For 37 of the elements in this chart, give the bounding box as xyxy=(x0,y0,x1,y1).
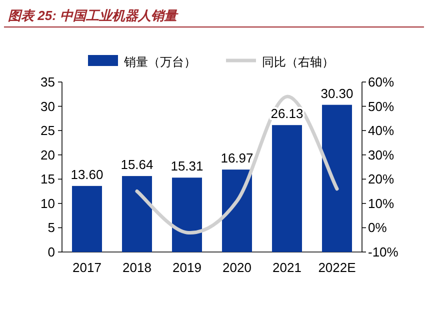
y-tick-label: 35 xyxy=(40,74,55,90)
y-tick-label: 10 xyxy=(40,196,55,211)
y-tick-label: 5 xyxy=(48,220,55,236)
bar xyxy=(322,104,352,252)
y-tick-label: 30 xyxy=(40,98,55,114)
y-tick-label: 25 xyxy=(40,123,55,138)
y2-tick-label: 30% xyxy=(368,147,394,162)
y-tick-label: 20 xyxy=(40,147,55,162)
legend-label: 同比（右轴） xyxy=(262,55,334,69)
data-label: 30.30 xyxy=(320,86,354,101)
y2-tick-label: 10% xyxy=(368,196,394,211)
x-tick-label: 2022E xyxy=(318,260,356,275)
x-tick-label: 2018 xyxy=(122,260,152,275)
legend-label: 销量（万台） xyxy=(123,55,196,69)
y-tick-label: 0 xyxy=(48,244,55,260)
y2-tick-label: 0% xyxy=(368,220,388,236)
bar xyxy=(222,170,252,252)
data-label: 15.31 xyxy=(170,158,204,174)
bar xyxy=(272,125,302,252)
bar xyxy=(122,176,152,252)
x-tick-label: 2019 xyxy=(172,260,202,275)
data-label: 26.13 xyxy=(270,106,304,122)
data-label: 16.97 xyxy=(220,150,254,166)
y-tick-label: 15 xyxy=(40,172,55,187)
bar xyxy=(72,186,102,252)
bar xyxy=(172,178,202,252)
x-tick-label: 2021 xyxy=(272,260,302,275)
y2-tick-label: 40% xyxy=(368,123,394,138)
data-label: 13.60 xyxy=(70,166,104,182)
y2-tick-label: 20% xyxy=(368,172,394,187)
x-tick-label: 2017 xyxy=(72,260,102,275)
title: 图表 25: 中国工业机器人销量 xyxy=(8,8,178,23)
x-tick-label: 2020 xyxy=(222,260,252,275)
y2-tick-label: 60% xyxy=(368,74,394,90)
y2-tick-label: 50% xyxy=(368,98,394,114)
y2-tick-label: -10% xyxy=(368,244,399,260)
data-label: 15.64 xyxy=(120,157,154,172)
